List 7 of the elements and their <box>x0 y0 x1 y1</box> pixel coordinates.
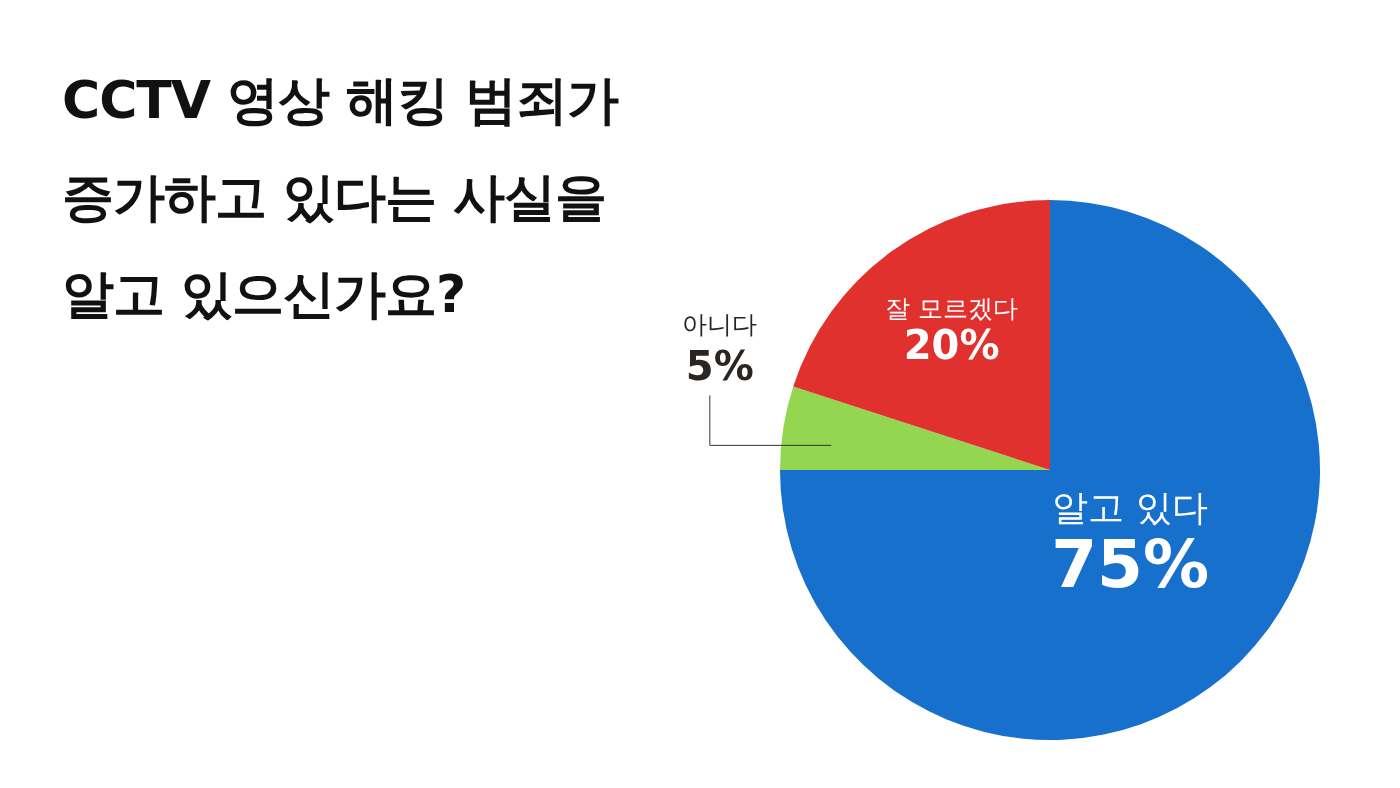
chart-title: CCTV 영상 해킹 범죄가 증가하고 있다는 사실을 알고 있으신가요? <box>62 70 619 324</box>
slice-label: 아니다 <box>682 310 758 340</box>
slice-label: 알고 있다 <box>1052 486 1208 528</box>
slice-label: 잘 모르겠다 <box>885 294 1019 324</box>
data-label: 75% <box>1051 526 1210 604</box>
data-label: 20% <box>903 321 1000 368</box>
data-label: 5% <box>685 342 754 389</box>
